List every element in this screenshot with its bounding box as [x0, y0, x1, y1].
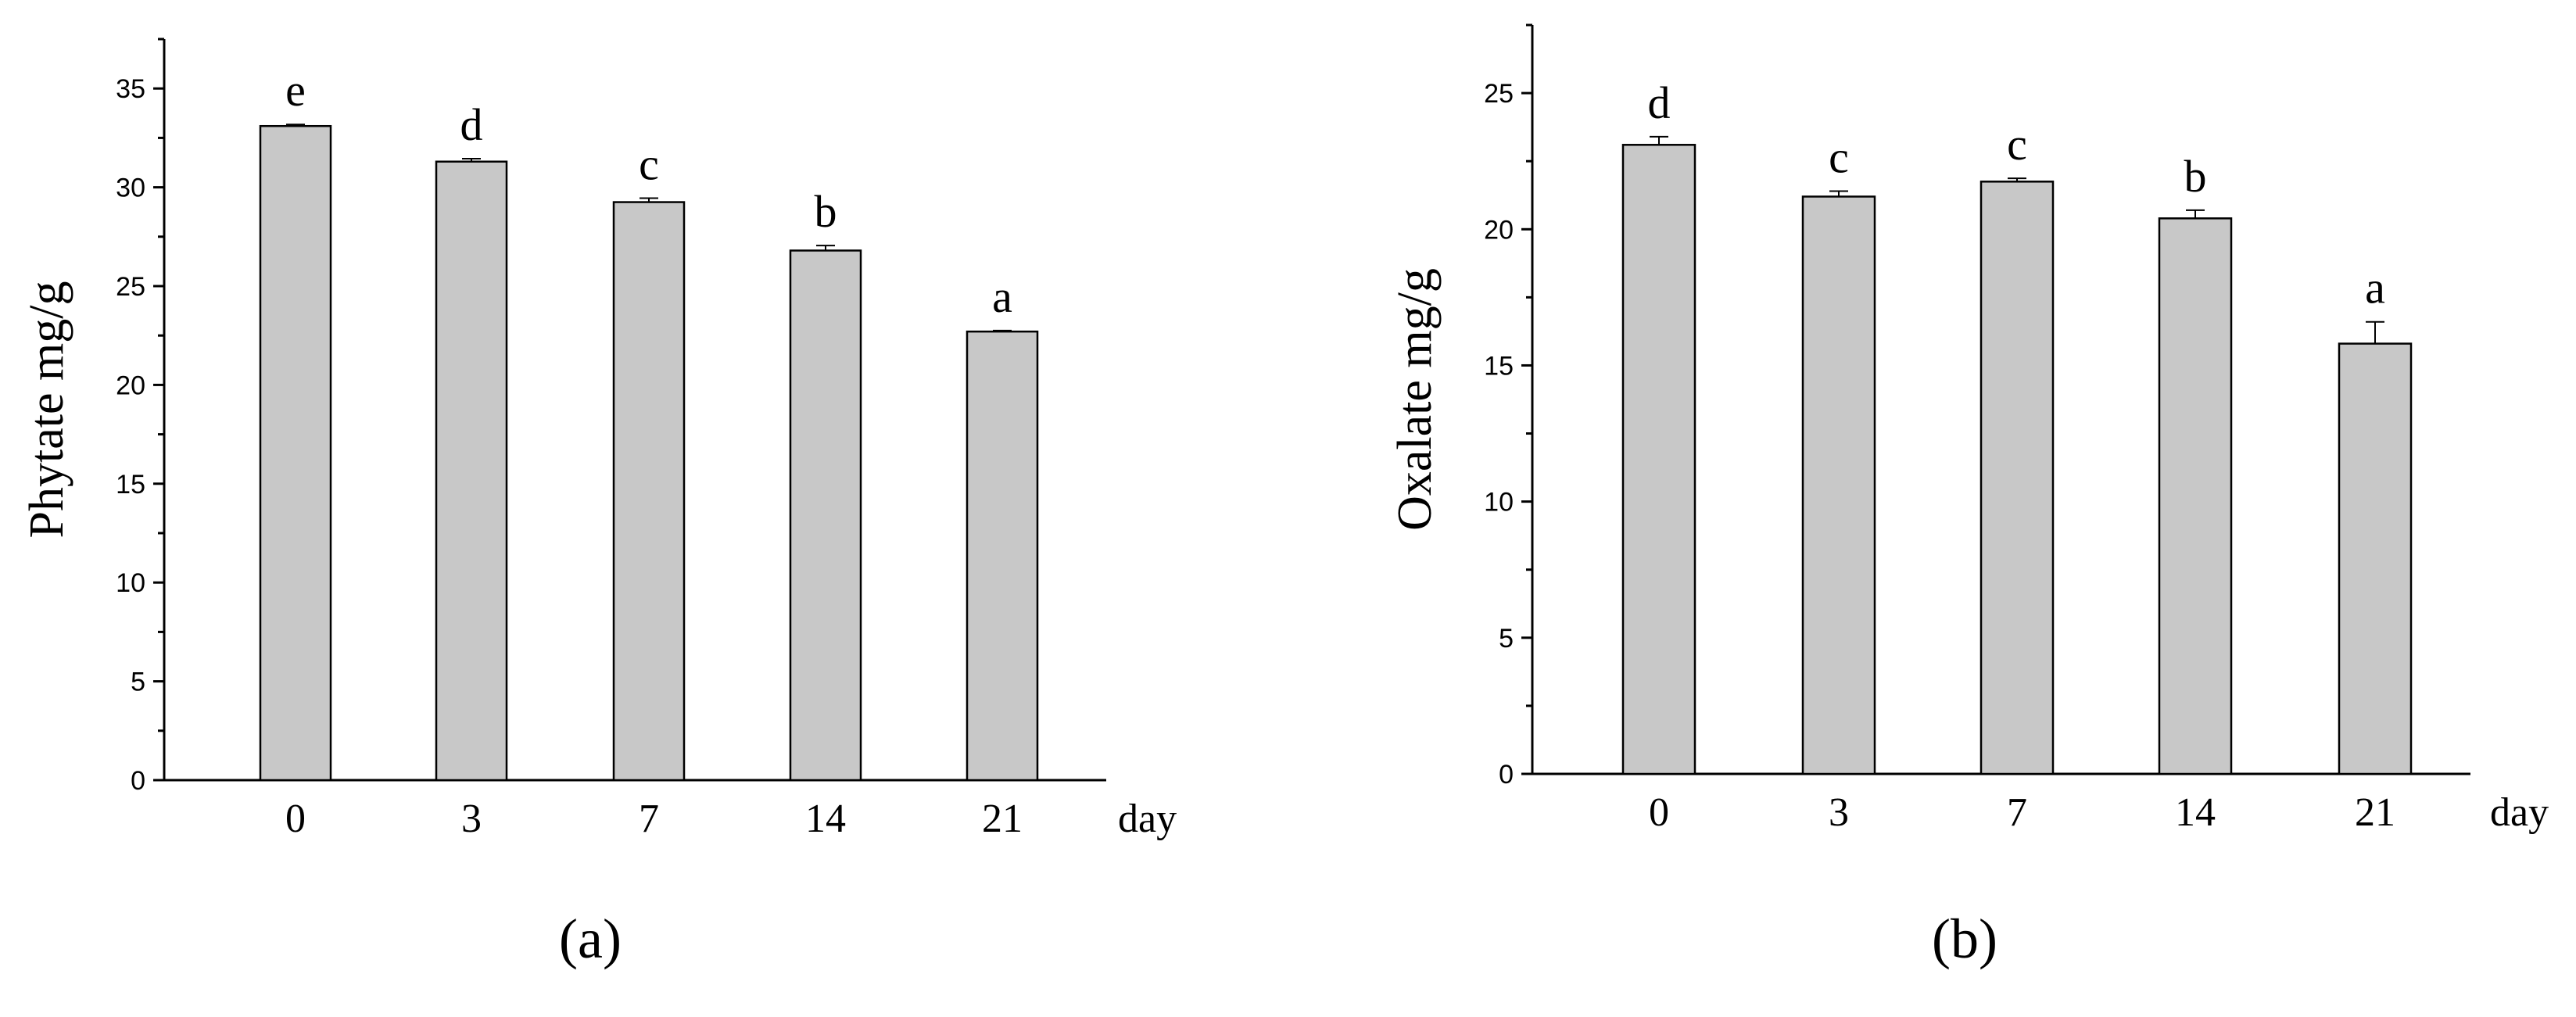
significance-letter: b — [815, 186, 837, 237]
significance-letter: e — [285, 65, 306, 116]
y-axis-label: Oxalate mg/g — [1388, 268, 1442, 531]
y-tick-label: 0 — [1499, 760, 1514, 790]
bar — [966, 330, 1039, 782]
y-tick-label: 0 — [131, 766, 145, 796]
x-tick-label: 14 — [2175, 790, 2216, 835]
bar — [2338, 342, 2413, 775]
x-tick-label: 7 — [639, 797, 659, 841]
bar — [259, 124, 332, 782]
bar — [789, 249, 862, 782]
bar — [1621, 144, 1696, 775]
significance-letter: a — [2365, 263, 2385, 313]
y-tick-label: 35 — [116, 74, 145, 104]
x-tick-label: 3 — [461, 797, 482, 841]
y-tick-label: 25 — [116, 272, 145, 302]
y-tick-label: 25 — [1484, 79, 1514, 109]
chart-panel-b: 0 5 10 15 20 25 d 0 c 3 c 7 b 14 a 21 day Oxalate mg/g (b) — [1388, 23, 2549, 970]
significance-letter: b — [2184, 151, 2207, 202]
x-tick-label: 21 — [982, 797, 1023, 841]
x-tick-label: 7 — [2007, 790, 2027, 835]
bar — [1801, 195, 1876, 775]
chart-panel-a: 0 5 10 15 20 25 30 35 e 0 d 3 c 7 b 14 a 21 day Phytate mg/… — [20, 38, 1177, 970]
bar — [612, 201, 686, 782]
significance-letter: d — [1648, 77, 1671, 128]
significance-letter: d — [460, 99, 483, 150]
y-tick-label: 10 — [1484, 488, 1514, 517]
y-tick-label: 15 — [116, 470, 145, 500]
x-tick-label: 0 — [1649, 790, 1669, 835]
y-axis-label: Phytate mg/g — [20, 281, 73, 539]
significance-letter: c — [639, 139, 659, 190]
x-axis-label: day — [1118, 797, 1177, 841]
significance-letter: c — [2007, 119, 2027, 170]
y-tick-label: 10 — [116, 568, 145, 598]
x-tick-label: 21 — [2355, 790, 2395, 835]
x-tick-label: 0 — [285, 797, 306, 841]
x-axis-label: day — [2490, 790, 2549, 835]
y-tick-label: 15 — [1484, 351, 1514, 381]
x-tick-label: 3 — [1829, 790, 1849, 835]
y-tick-label: 5 — [1499, 624, 1514, 654]
significance-letter: c — [1829, 132, 1849, 183]
y-tick-label: 5 — [131, 668, 145, 697]
bar — [1979, 181, 2055, 775]
bar — [435, 160, 508, 782]
panel-label: (b) — [1932, 908, 1997, 970]
bar — [2158, 217, 2233, 775]
significance-letter: a — [992, 271, 1012, 322]
x-tick-label: 14 — [805, 797, 846, 841]
y-tick-label: 20 — [1484, 215, 1514, 245]
y-tick-label: 30 — [116, 174, 145, 203]
y-tick-label: 20 — [116, 371, 145, 400]
panel-label: (a) — [559, 908, 622, 970]
